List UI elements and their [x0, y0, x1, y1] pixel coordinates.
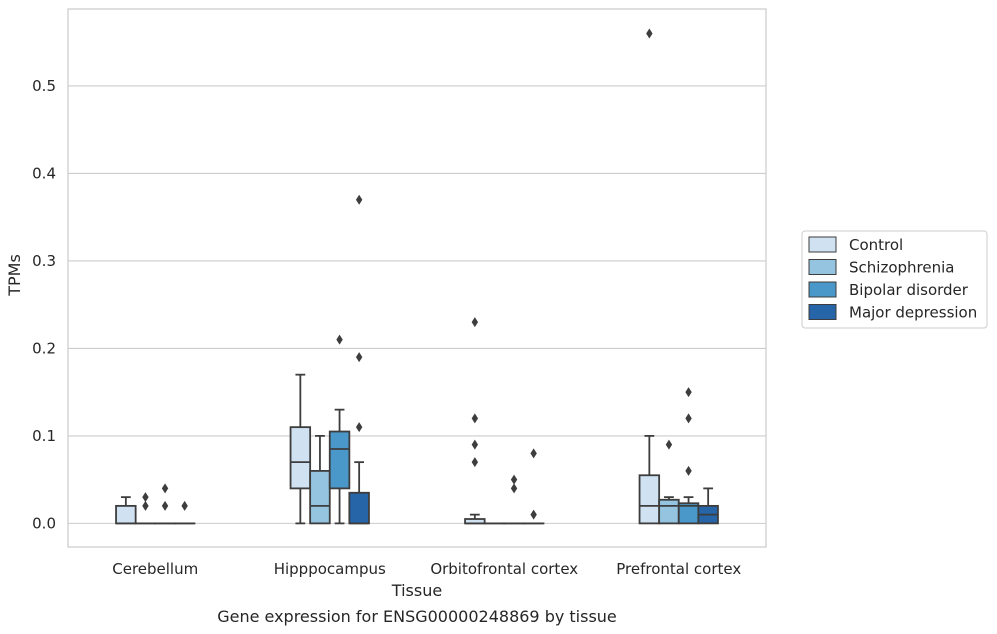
legend-label: Bipolar disorder: [849, 281, 969, 299]
box-group: [309, 435, 331, 525]
box: [289, 426, 312, 490]
outlier-point: [685, 387, 692, 398]
legend-item: Major depression: [808, 304, 977, 322]
box-group: [173, 500, 196, 525]
box: [309, 469, 331, 525]
legend-item: Schizophrenia: [808, 259, 954, 277]
legend-label: Major depression: [849, 304, 977, 322]
outlier-point: [685, 465, 692, 476]
y-tick-label: 0.2: [32, 339, 56, 357]
legend-swatch: [808, 236, 837, 253]
x-tick-label: Prefrontal cortex: [616, 560, 741, 578]
x-axis-title: Tissue: [391, 581, 442, 600]
x-tick-label: Hipppocampus: [274, 560, 386, 578]
outlier-point: [355, 422, 363, 433]
legend-label: Schizophrenia: [849, 259, 954, 277]
box-group: [503, 474, 525, 525]
box-group: [115, 496, 137, 525]
y-tick-labels: 0.0 0.1 0.2 0.3 0.4 0.5: [32, 77, 56, 532]
x-tick-labels: Cerebellum Hipppocampus Orbitofrontal cort…: [112, 560, 741, 578]
legend-item: Bipolar disorder: [808, 281, 969, 299]
box-group: [154, 483, 176, 525]
box-group: [522, 448, 545, 525]
y-tick-label: 0.4: [32, 164, 56, 182]
box-group: [677, 387, 700, 525]
legend-swatch: [808, 281, 837, 298]
outlier-point: [530, 448, 537, 459]
outlier-point: [471, 439, 479, 450]
outlier-point: [530, 509, 537, 520]
outlier-point: [142, 492, 149, 503]
box-group: [697, 487, 719, 525]
y-axis-title: TPMs: [5, 254, 24, 297]
box-group: [328, 334, 351, 525]
box: [328, 430, 351, 490]
box: [658, 498, 680, 525]
outlier-point: [161, 500, 169, 511]
box-plots: [115, 28, 719, 525]
box-group: [348, 194, 370, 525]
box-group: [658, 439, 680, 525]
outlier-point: [355, 352, 363, 363]
outlier-point: [355, 194, 363, 205]
outlier-point: [646, 28, 653, 39]
legend-swatch: [808, 304, 837, 320]
outlier-point: [181, 500, 188, 511]
outlier-point: [471, 317, 479, 328]
grid-lines: [68, 85, 766, 524]
outlier-point: [665, 439, 673, 450]
box-group: [464, 317, 486, 525]
legend-label: Control: [849, 236, 903, 254]
y-tick-label: 0.0: [32, 514, 56, 532]
box: [638, 474, 661, 525]
outlier-point: [471, 413, 479, 424]
box-group: [289, 373, 312, 525]
box: [115, 504, 137, 525]
legend-swatch: [808, 259, 837, 275]
outlier-point: [471, 457, 479, 468]
outlier-point: [685, 413, 692, 424]
box: [348, 491, 370, 525]
chart-caption: Gene expression for ENSG00000248869 by t…: [217, 607, 617, 626]
y-tick-label: 0.5: [32, 77, 56, 95]
y-tick-label: 0.3: [32, 252, 56, 270]
x-tick-label: Cerebellum: [112, 560, 198, 578]
legend-frame: [801, 230, 988, 329]
outlier-point: [142, 500, 149, 511]
outlier-point: [161, 483, 169, 494]
legend-item: Control: [808, 236, 903, 254]
outlier-point: [336, 334, 343, 345]
plot-frame: [67, 8, 767, 548]
outlier-point: [510, 474, 518, 485]
y-tick-label: 0.1: [32, 427, 56, 445]
box-group: [134, 492, 157, 525]
outlier-point: [510, 483, 518, 494]
legend: Control Schizophrenia Bipolar disorder Majo…: [801, 230, 988, 329]
x-tick-label: Orbitofrontal cortex: [430, 560, 578, 578]
box-group: [638, 28, 661, 525]
